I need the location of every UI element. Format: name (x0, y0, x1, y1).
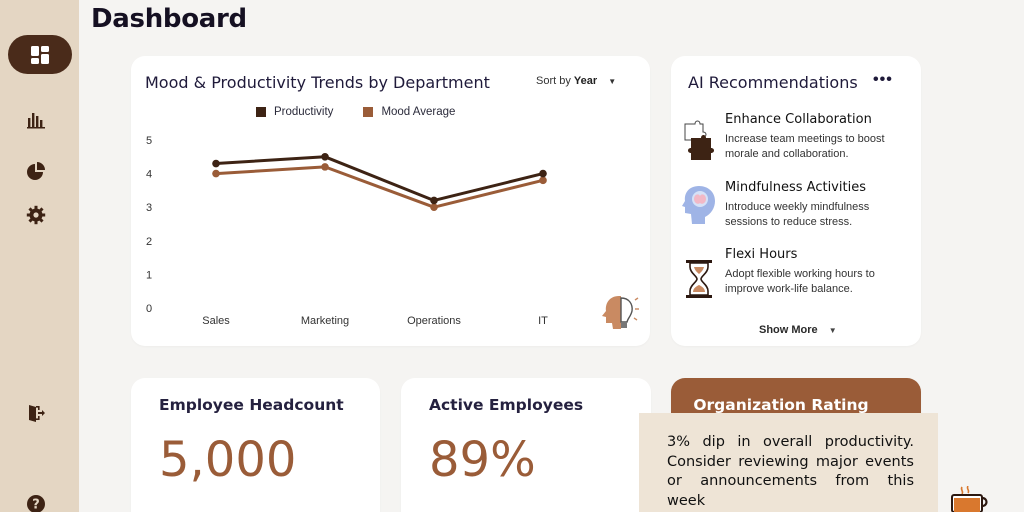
legend-swatch (363, 107, 374, 117)
series-line (215, 165, 544, 209)
logout-door-icon (29, 405, 45, 422)
legend-swatch (256, 107, 266, 117)
recommendation-item: Mindfulness Activities Introduce weekly … (725, 180, 915, 230)
sort-prefix: Sort by (536, 75, 571, 87)
data-point (430, 196, 438, 205)
sidebar-item-dashboard[interactable] (8, 35, 72, 74)
x-tick-label: Marketing (301, 315, 349, 327)
stat-title: Employee Headcount (159, 396, 344, 414)
recommendation-title: Flexi Hours (725, 247, 798, 262)
data-point (430, 203, 438, 211)
hourglass-icon (686, 260, 712, 298)
svg-text:?: ? (32, 498, 40, 512)
x-tick-label: Operations (407, 315, 461, 327)
recommendation-title: Mindfulness Activities (725, 180, 866, 195)
stat-title: Active Employees (429, 396, 584, 414)
bar-chart-icon (27, 113, 45, 129)
toast-message: 3% dip in overall productivity. Consider… (667, 434, 914, 509)
sidebar-item-analytics[interactable] (24, 107, 48, 131)
recommendation-item: Flexi Hours Adopt flexible working hours… (725, 247, 915, 297)
stat-value: 89% (429, 432, 536, 488)
data-point (321, 153, 329, 161)
show-more-button[interactable]: Show More ▼ (759, 324, 837, 336)
stat-value: 5,000 (159, 432, 297, 488)
recommendation-desc: Adopt flexible working hours to improve … (725, 268, 875, 295)
y-tick-label: 2 (146, 236, 152, 248)
dashboard-grid-icon (31, 45, 49, 64)
mood-productivity-card: 0 1 2 3 4 5 Sales Marketing Operations IT Mood & … (131, 56, 650, 346)
legend-item-mood: Mood Average (363, 106, 455, 118)
legend-item-productivity: Productivity (256, 106, 333, 118)
head-lightbulb-icon (602, 296, 639, 329)
recommendation-item: Enhance Collaboration Increase team meet… (725, 112, 915, 162)
sidebar-item-reports[interactable] (24, 159, 48, 183)
chart-legend: Productivity Mood Average (256, 106, 455, 118)
y-tick-label: 3 (146, 202, 152, 214)
stat-title: Organization Rating (693, 396, 869, 414)
trend-line-chart: 0 1 2 3 4 5 Sales Marketing Operations IT (146, 135, 548, 327)
chevron-down-icon: ▼ (608, 77, 617, 86)
data-point (321, 163, 329, 171)
ai-recommendations-title: AI Recommendations (688, 73, 858, 92)
legend-label: Mood Average (381, 106, 456, 118)
series-line (215, 155, 544, 202)
sidebar: ? (0, 0, 79, 512)
employee-headcount-card: Employee Headcount 5,000 (131, 378, 380, 512)
data-point (212, 169, 220, 178)
recommendation-desc: Increase team meetings to boost morale a… (725, 133, 885, 160)
chevron-down-icon: ▼ (828, 326, 837, 335)
data-point (212, 159, 220, 168)
sidebar-item-logout[interactable] (24, 401, 48, 425)
ai-recommendations-card: AI Recommendations ••• Enhance Collabora… (671, 56, 921, 346)
recommendation-desc: Introduce weekly mindfulness sessions to… (725, 201, 870, 228)
productivity-alert-toast: 3% dip in overall productivity. Consider… (639, 413, 938, 512)
x-tick-label: Sales (202, 315, 230, 327)
page-title: Dashboard (91, 4, 247, 34)
y-tick-label: 4 (146, 169, 152, 181)
puzzle-icon (684, 120, 714, 160)
y-tick-label: 0 (146, 303, 152, 315)
y-tick-label: 1 (146, 269, 152, 281)
coffee-cup-icon (951, 486, 988, 512)
x-tick-label: IT (538, 315, 548, 327)
pie-chart-icon (27, 162, 45, 180)
data-point (539, 176, 547, 185)
sidebar-item-settings[interactable] (24, 203, 48, 227)
sort-dropdown[interactable]: Sort by Year ▼ (536, 75, 616, 87)
active-employees-card: Active Employees 89% (401, 378, 651, 512)
legend-label: Productivity (274, 106, 334, 118)
recommendation-title: Enhance Collaboration (725, 112, 872, 127)
gear-icon (26, 205, 46, 225)
more-options-icon[interactable]: ••• (873, 71, 893, 88)
sidebar-item-help[interactable]: ? (24, 492, 48, 512)
sort-value: Year (573, 75, 598, 87)
y-tick-label: 5 (146, 135, 152, 147)
brain-head-icon (682, 186, 715, 224)
show-more-label: Show More (759, 324, 818, 336)
data-point (539, 169, 547, 178)
chart-title: Mood & Productivity Trends by Department (145, 73, 490, 92)
help-icon: ? (27, 495, 45, 512)
